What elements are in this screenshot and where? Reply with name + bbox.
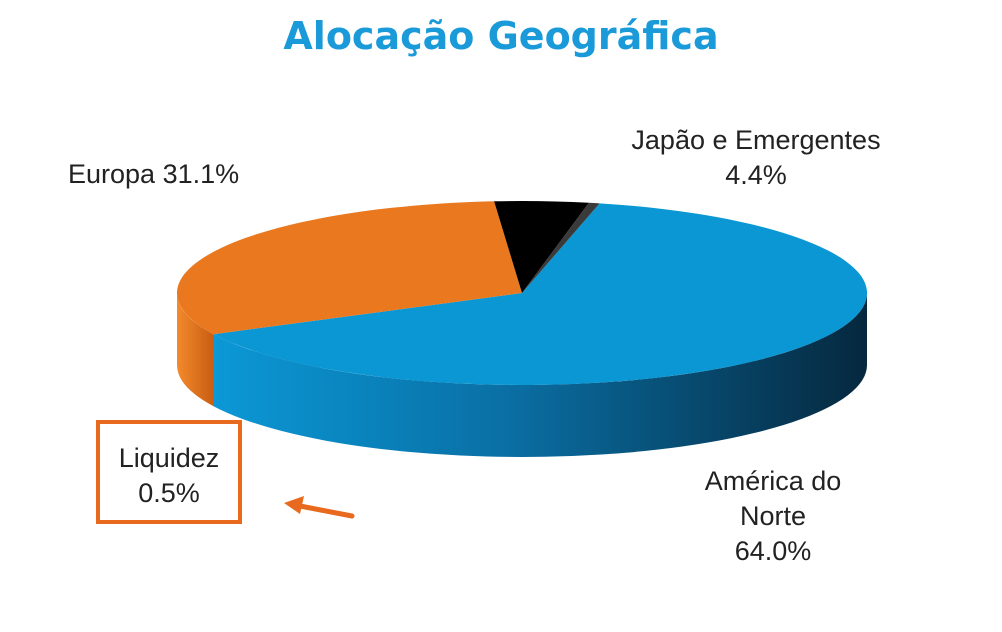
pie-slice-japao: [494, 200, 590, 293]
label-japao-emergentes: Japão e Emergentes 4.4%: [606, 123, 906, 193]
label-europa: Europa 31.1%: [68, 157, 239, 192]
pie-side-america: [213, 293, 867, 457]
liquidez-arrow-head: [284, 496, 304, 514]
pie-slice-america: [213, 203, 868, 386]
liquidez-arrow: [297, 503, 355, 519]
label-europa-text: Europa 31.1%: [68, 159, 240, 189]
label-america-line2: Norte: [739, 501, 807, 531]
chart-title: Alocação Geográfica: [283, 14, 719, 58]
label-liquidez-value: 0.5%: [138, 478, 200, 508]
pie-slice-liquidez: [522, 202, 600, 293]
label-america-do-norte: América do Norte 64.0%: [663, 464, 883, 569]
label-japao-value: 4.4%: [725, 160, 787, 190]
pie-side-europa: [177, 293, 214, 407]
label-america-line1: América do: [704, 466, 842, 496]
label-japao-name: Japão e Emergentes: [631, 125, 881, 155]
pie-slice-europa: [177, 201, 522, 335]
label-america-value: 64.0%: [734, 536, 812, 566]
label-liquidez-name: Liquidez: [118, 443, 220, 473]
label-liquidez-box: Liquidez 0.5%: [96, 420, 242, 524]
